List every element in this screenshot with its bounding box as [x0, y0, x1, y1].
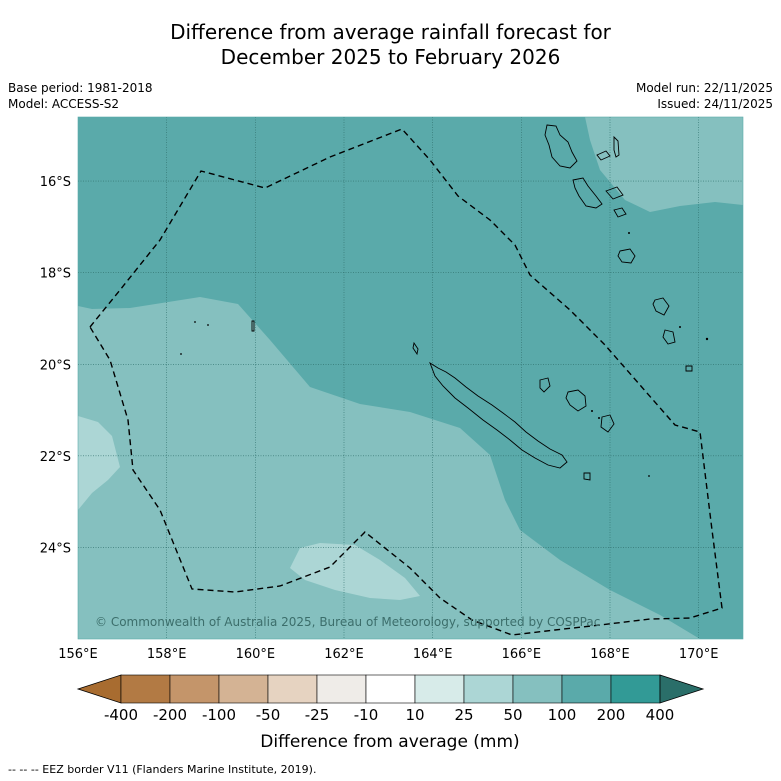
islet [648, 475, 650, 477]
colorbar-segment [267, 674, 318, 704]
colorbar-segment [610, 674, 661, 704]
tanna-coast [662, 329, 676, 345]
malakula-coast [572, 177, 603, 209]
islet [207, 324, 209, 326]
longitude-tick-label: 170°E [679, 647, 719, 662]
colorbar-tick-label: -100 [202, 706, 236, 724]
chesterfield-coast [251, 320, 255, 332]
mare-coast [600, 414, 615, 433]
colorbar-title: Difference from average (mm) [260, 732, 519, 752]
erromango-coast [652, 297, 670, 316]
latitude-tick-label: 16°S [40, 175, 71, 190]
islet [679, 326, 681, 328]
longitude-tick-labels: 156°E 158°E 160°E 162°E 164°E 166°E 168°E 170°E [58, 647, 718, 662]
model-run: Model run: 22/11/2025 [635, 81, 773, 95]
islet [180, 353, 182, 355]
ouvea-coast [539, 377, 551, 393]
colorbar-segment [218, 674, 269, 704]
ambae-coast [596, 150, 611, 161]
aneityum-coast [685, 365, 693, 372]
epi-coast [613, 207, 627, 218]
map-panel [78, 117, 743, 639]
graticule [78, 117, 743, 639]
minor-islets [180, 232, 709, 477]
colorbar-tick-label: 50 [503, 706, 522, 724]
islet [591, 410, 593, 412]
longitude-tick-label: 164°E [413, 647, 453, 662]
islet [194, 321, 196, 323]
colorbar-tick-label: -10 [354, 706, 379, 724]
latitude-tick-labels: 16°S 18°S 20°S 22°S 24°S [40, 175, 71, 556]
longitude-tick-label: 166°E [502, 647, 542, 662]
colorbar-tick-label: 200 [597, 706, 626, 724]
map-frame [77, 116, 744, 640]
colorbar-segment [365, 674, 416, 704]
pentecost-coast [605, 186, 624, 200]
islet [628, 232, 630, 234]
lifou-coast [565, 389, 587, 412]
colorbar-tick-label: 400 [646, 706, 675, 724]
colorbar-segment [414, 674, 465, 704]
new-caledonia-coast [429, 361, 568, 469]
chart-title: Difference from average rainfall forecas… [0, 20, 781, 70]
colorbar-extend-high [659, 674, 705, 704]
latitude-tick-label: 22°S [40, 450, 71, 465]
anomaly-25-50-south [290, 543, 420, 600]
colorbar-tick-label: 25 [454, 706, 473, 724]
longitude-tick-label: 160°E [236, 647, 276, 662]
colorbar: -400 -200 -100 -50 -25 -10 10 25 50 100 200 400 [76, 674, 705, 724]
longitude-tick-label: 158°E [147, 647, 187, 662]
efate-coast [617, 248, 636, 264]
isle-of-pines-coast [583, 472, 591, 481]
title-line-2: December 2025 to February 2026 [220, 45, 561, 69]
colorbar-segment [169, 674, 220, 704]
latitude-tick-label: 24°S [40, 541, 71, 556]
title-line-1: Difference from average rainfall forecas… [170, 20, 611, 44]
belep-islands-coast [412, 341, 419, 356]
colorbar-segment [316, 674, 367, 704]
base-period: Base period: 1981-2018 [8, 81, 153, 95]
espiritu-santo-coast [544, 124, 578, 169]
eez-border [89, 128, 723, 636]
colorbar-tick-label: -50 [256, 706, 281, 724]
eez-legend: -- -- -- EEZ border V11 (Flanders Marine… [8, 763, 317, 776]
meta-right: Model run: 22/11/2025 Issued: 24/11/2025 [636, 80, 773, 112]
islet [598, 417, 600, 419]
colorbar-tick-label: -25 [305, 706, 330, 724]
colorbar-segment [120, 674, 171, 704]
model-name: Model: ACCESS-S2 [8, 97, 120, 111]
longitude-tick-label: 162°E [324, 647, 364, 662]
colorbar-tick-label: 10 [405, 706, 424, 724]
colorbar-tick-label: -400 [104, 706, 138, 724]
latitude-tick-label: 18°S [40, 267, 71, 282]
coastlines [251, 124, 693, 481]
maewo-coast [613, 135, 620, 158]
longitude-tick-label: 168°E [590, 647, 630, 662]
islet [705, 337, 709, 341]
issued-date: Issued: 24/11/2025 [657, 97, 773, 111]
meta-left: Base period: 1981-2018 Model: ACCESS-S2 [8, 80, 153, 112]
anomaly-25-50-west [78, 416, 120, 510]
anomaly-50-100-southwest [78, 297, 700, 639]
colorbar-extend-low [76, 674, 122, 704]
colorbar-segment [561, 674, 612, 704]
longitude-tick-label: 156°E [58, 647, 98, 662]
colorbar-segment [463, 674, 514, 704]
copyright-text: © Commonwealth of Australia 2025, Bureau… [95, 615, 600, 629]
latitude-tick-label: 20°S [40, 358, 71, 373]
colorbar-tick-label: 100 [548, 706, 577, 724]
colorbar-segment [512, 674, 563, 704]
colorbar-tick-label: -200 [153, 706, 187, 724]
anomaly-50-100-northeast [585, 117, 743, 212]
